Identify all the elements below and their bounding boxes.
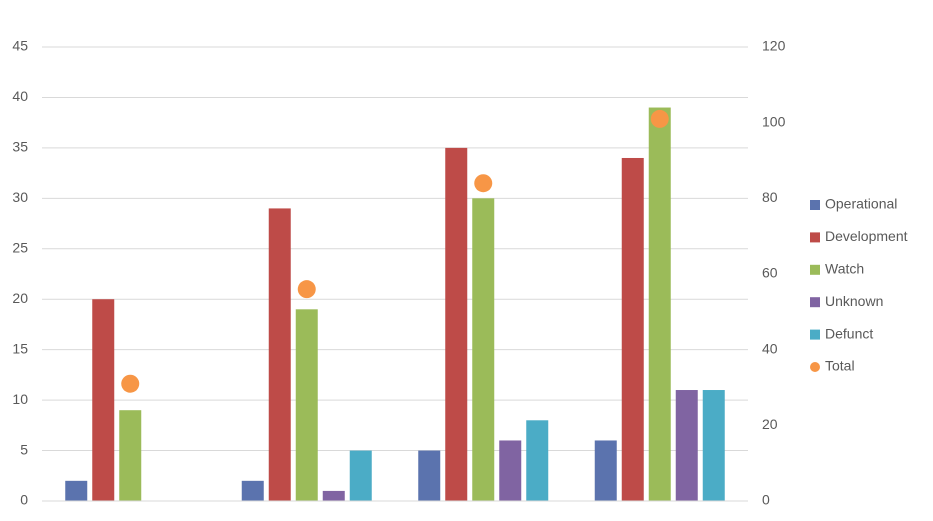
bar bbox=[241, 480, 264, 501]
bar bbox=[472, 198, 495, 502]
bar bbox=[119, 410, 142, 501]
y-tick-label: 40 bbox=[12, 88, 28, 104]
bar bbox=[268, 208, 291, 501]
bar bbox=[418, 450, 441, 501]
legend-label: Total bbox=[825, 358, 855, 374]
bar bbox=[445, 147, 468, 501]
legend-marker bbox=[810, 329, 820, 340]
bar bbox=[65, 480, 88, 501]
y2-tick-label: 120 bbox=[762, 38, 786, 54]
legend-label: Unknown bbox=[825, 293, 883, 309]
legend-marker bbox=[810, 297, 820, 308]
bar bbox=[295, 309, 318, 501]
bar bbox=[594, 440, 617, 501]
y-tick-label: 45 bbox=[12, 38, 28, 54]
y-tick-label: 10 bbox=[12, 391, 28, 407]
y-tick-label: 25 bbox=[12, 239, 28, 255]
legend-marker bbox=[810, 362, 820, 372]
y-tick-label: 20 bbox=[12, 290, 28, 306]
legend-label: Defunct bbox=[825, 325, 873, 341]
y2-tick-label: 80 bbox=[762, 189, 778, 205]
legend-label: Development bbox=[825, 228, 908, 244]
legend-marker bbox=[810, 232, 820, 243]
bar bbox=[92, 299, 115, 501]
y-tick-label: 15 bbox=[12, 340, 28, 356]
bar bbox=[648, 107, 671, 502]
y-tick-label: 5 bbox=[20, 441, 28, 457]
y2-tick-label: 60 bbox=[762, 265, 778, 281]
y2-tick-label: 40 bbox=[762, 340, 778, 356]
y2-tick-label: 20 bbox=[762, 416, 778, 432]
bar bbox=[526, 420, 549, 501]
y-tick-label: 35 bbox=[12, 139, 28, 155]
legend-marker bbox=[810, 200, 820, 210]
total-marker bbox=[297, 280, 316, 299]
bar bbox=[702, 390, 725, 501]
total-marker bbox=[121, 374, 140, 393]
bar bbox=[499, 440, 522, 501]
bar bbox=[621, 157, 644, 501]
y2-tick-label: 100 bbox=[762, 113, 786, 129]
bar bbox=[349, 450, 372, 501]
bar bbox=[675, 390, 698, 501]
legend-label: Operational bbox=[825, 196, 897, 212]
bar bbox=[322, 490, 345, 501]
total-marker bbox=[474, 174, 493, 193]
y-tick-label: 30 bbox=[12, 189, 28, 205]
legend-marker bbox=[810, 264, 820, 275]
legend-label: Watch bbox=[825, 261, 864, 277]
y-tick-label: 0 bbox=[20, 492, 28, 508]
y2-tick-label: 0 bbox=[762, 492, 770, 508]
total-marker bbox=[650, 109, 669, 128]
